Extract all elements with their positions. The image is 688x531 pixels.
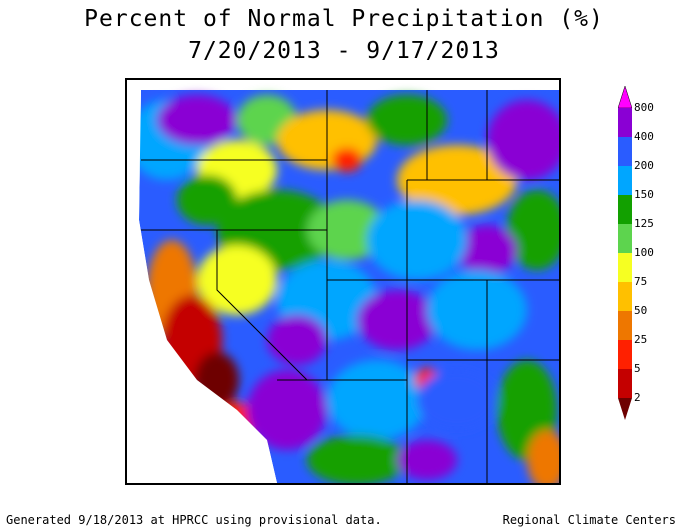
legend-tick-label: 2: [634, 391, 641, 404]
legend-tick-label: 150: [634, 188, 654, 201]
precipitation-map: [125, 78, 561, 485]
legend-swatch: [618, 311, 632, 340]
legend-tick-label: 400: [634, 130, 654, 143]
legend-swatch: [618, 369, 632, 398]
legend-bottom-arrow: [618, 398, 632, 420]
legend-tick-label: 125: [634, 217, 654, 230]
legend-swatch: [618, 166, 632, 195]
legend-tick-label: 25: [634, 333, 648, 346]
legend-tick-label: 200: [634, 159, 654, 172]
generated-note: Generated 9/18/2013 at HPRCC using provi…: [6, 513, 382, 527]
legend-swatch: [618, 253, 632, 282]
legend-tick-label: 50: [634, 304, 648, 317]
legend-swatch: [618, 224, 632, 253]
legend-tick-label: 5: [634, 362, 641, 375]
legend-swatch: [618, 282, 632, 311]
legend-tick-label: 100: [634, 246, 654, 259]
legend-swatch: [618, 108, 632, 137]
legend-swatch: [618, 137, 632, 166]
color-legend: [618, 86, 632, 420]
legend-top-arrow: [618, 86, 632, 109]
legend-tick-label: 800: [634, 101, 654, 114]
source-credit: Regional Climate Centers: [502, 513, 676, 527]
legend-tick-label: 75: [634, 275, 648, 288]
map-title: Percent of Normal Precipitation (%): [84, 6, 604, 32]
legend-swatch: [618, 195, 632, 224]
legend-swatch: [618, 340, 632, 369]
map-date-range: 7/20/2013 - 9/17/2013: [188, 38, 500, 64]
